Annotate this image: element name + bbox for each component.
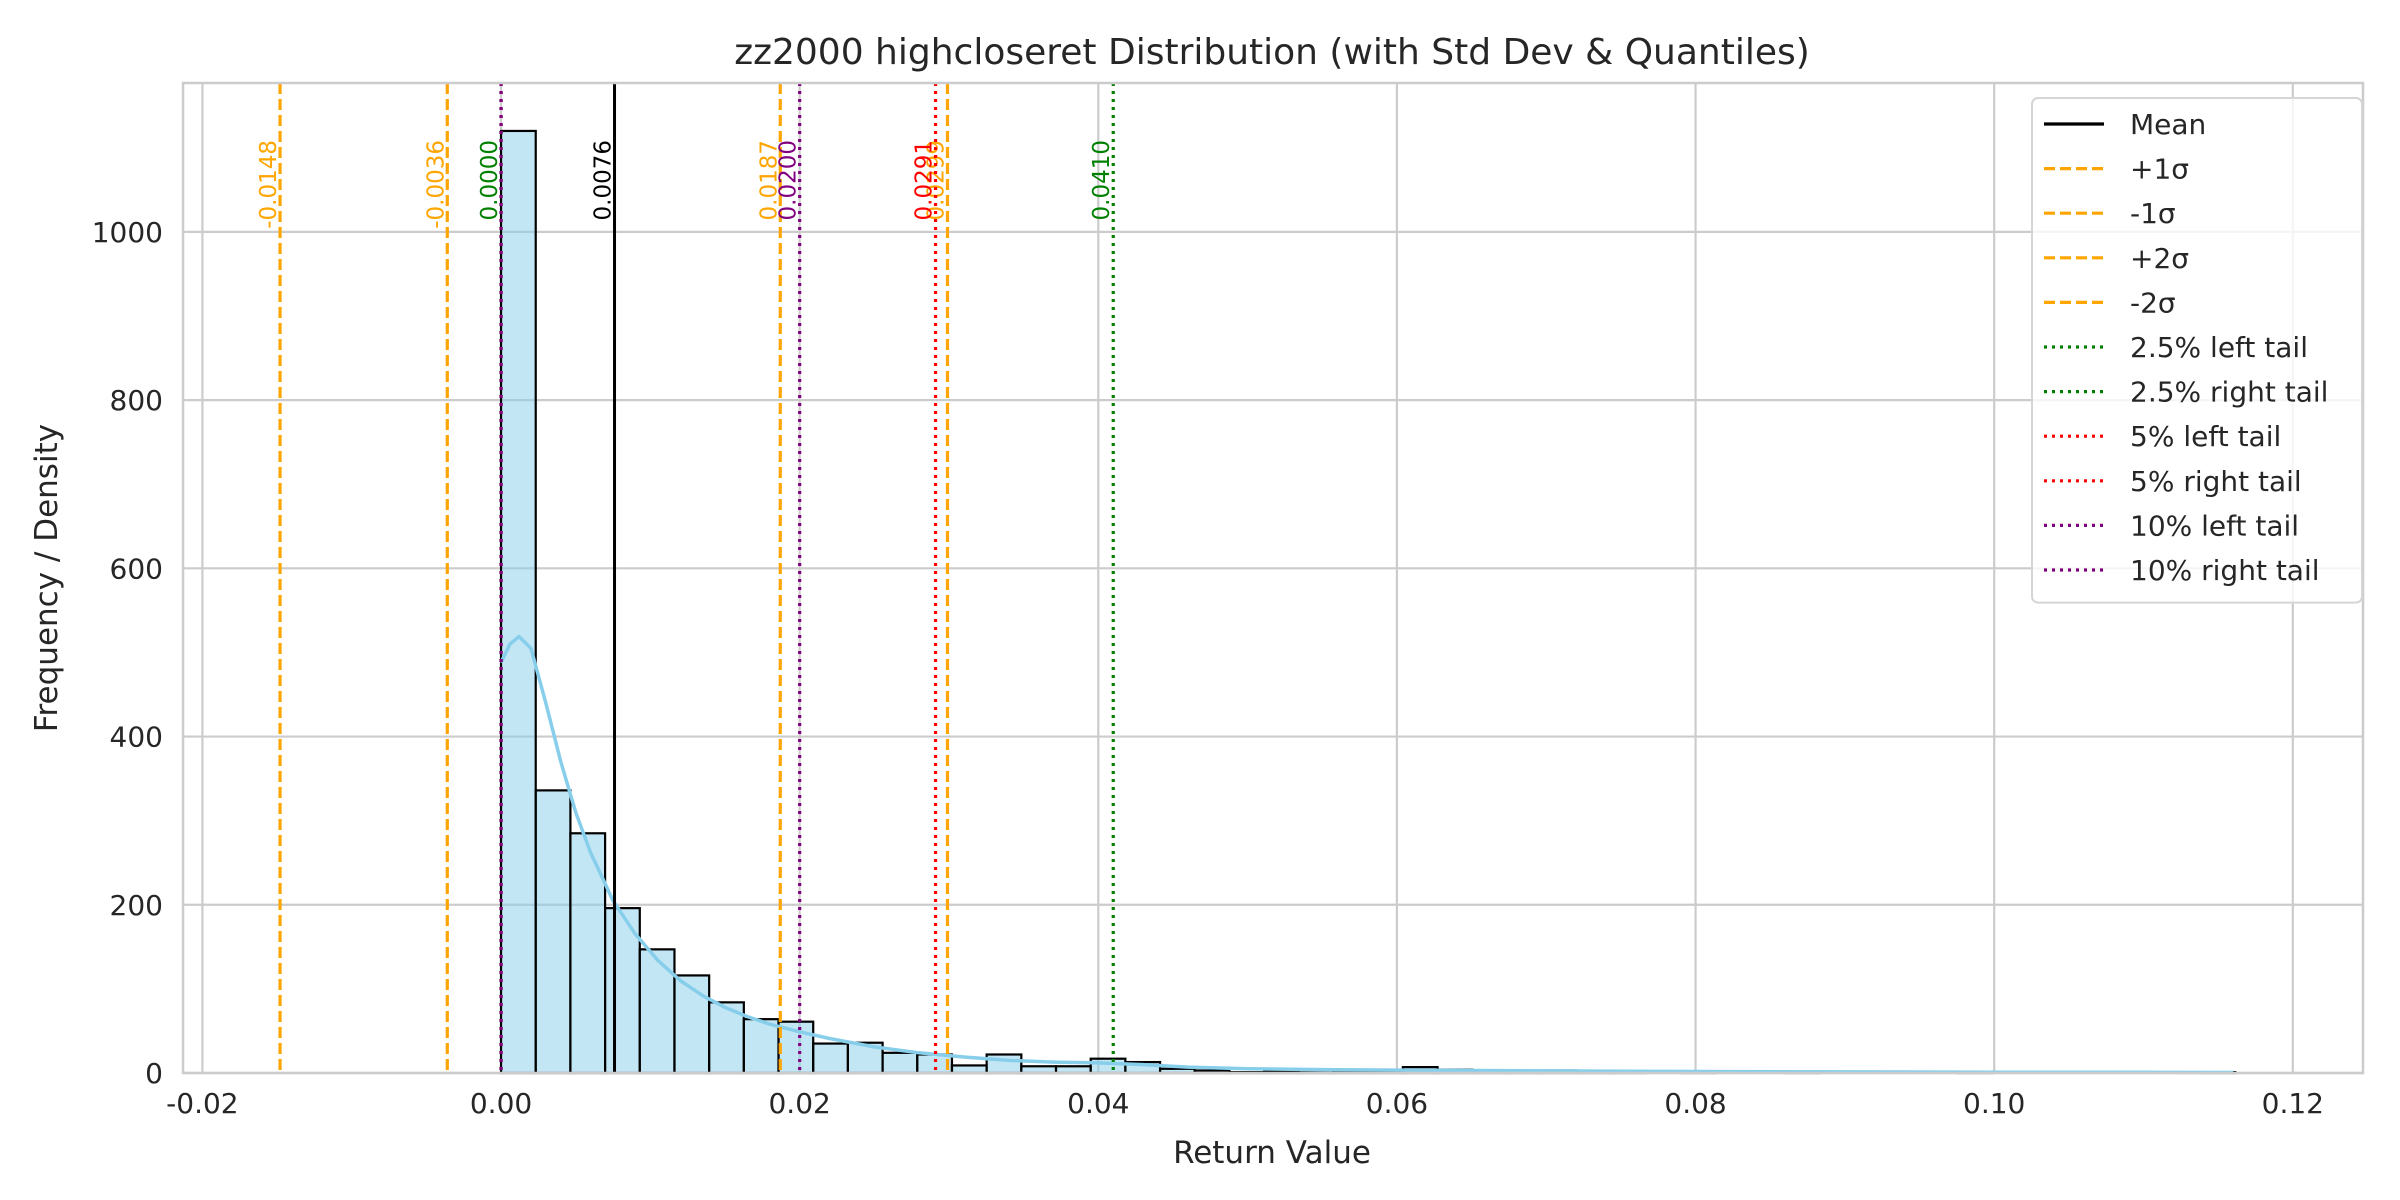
vline-value-label: -0.0036 <box>423 140 449 229</box>
y-axis-label: Frequency / Density <box>29 424 65 732</box>
legend-label: 10% left tail <box>2130 509 2299 542</box>
histogram-bar <box>742 1018 780 1075</box>
legend: Mean +1σ -1σ +2σ -2σ 2.5% left tail 2.5% right… <box>2031 97 2363 604</box>
vline-value-label: 0.0291 <box>912 140 938 220</box>
x-tick-label: 0.12 <box>2262 1087 2324 1120</box>
y-tick-label: 0 <box>145 1057 163 1090</box>
histogram-bar <box>1089 1057 1127 1075</box>
legend-label: +2σ <box>2130 242 2189 275</box>
vline-value-label: 0.0187 <box>756 140 782 220</box>
kde-curve-group <box>499 634 2234 1075</box>
x-axis-ticks: -0.02 0.00 0.02 0.04 0.06 0.08 0.10 0.12 <box>166 1087 2324 1120</box>
histogram-bar <box>985 1053 1023 1075</box>
histogram-bar <box>881 1051 919 1075</box>
legend-label: -2σ <box>2130 286 2176 319</box>
vline-value-label: 0.0000 <box>477 140 503 220</box>
x-tick-label: 0.10 <box>1963 1087 2025 1120</box>
vline-value-label: 0.0076 <box>591 140 617 220</box>
y-tick-label: 600 <box>110 552 163 585</box>
vline-value-label: -0.0148 <box>256 140 282 229</box>
vline-value-label: 0.0200 <box>776 140 802 220</box>
legend-label: 2.5% right tail <box>2130 376 2328 409</box>
x-tick-label: 0.06 <box>1366 1087 1428 1120</box>
legend-label: -1σ <box>2130 197 2176 230</box>
reference-lines: 0.00760.0187-0.00360.0299-0.01480.00000.… <box>256 83 1115 1073</box>
y-tick-label: 1000 <box>92 216 163 249</box>
vline-value-label: 0.0410 <box>1089 140 1115 220</box>
chart-title: zz2000 highcloseret Distribution (with S… <box>734 32 1810 73</box>
x-tick-label: -0.02 <box>166 1087 238 1120</box>
legend-label: +1σ <box>2130 153 2189 186</box>
legend-label: Mean <box>2130 108 2206 141</box>
histogram-bars <box>499 129 2237 1075</box>
x-tick-label: 0.04 <box>1067 1087 1129 1120</box>
histogram-bar <box>569 832 607 1075</box>
y-tick-label: 200 <box>110 889 163 922</box>
histogram-bar <box>534 789 572 1075</box>
histogram-bar <box>638 948 676 1075</box>
y-tick-label: 800 <box>110 384 163 417</box>
y-tick-label: 400 <box>110 721 163 754</box>
legend-label: 10% right tail <box>2130 554 2320 587</box>
legend-label: 5% right tail <box>2130 465 2302 498</box>
x-tick-label: 0.00 <box>470 1087 532 1120</box>
histogram-bar <box>499 129 537 1075</box>
legend-label: 5% left tail <box>2130 420 2281 453</box>
y-axis-ticks: 0 200 400 600 800 1000 <box>92 216 163 1090</box>
x-tick-label: 0.02 <box>768 1087 830 1120</box>
legend-label: 2.5% left tail <box>2130 331 2308 364</box>
legend-box <box>2031 97 2363 604</box>
x-tick-label: 0.08 <box>1664 1087 1726 1120</box>
kde-curve <box>499 634 2234 1075</box>
x-axis-label: Return Value <box>1173 1135 1371 1171</box>
histogram-bar <box>812 1042 850 1075</box>
